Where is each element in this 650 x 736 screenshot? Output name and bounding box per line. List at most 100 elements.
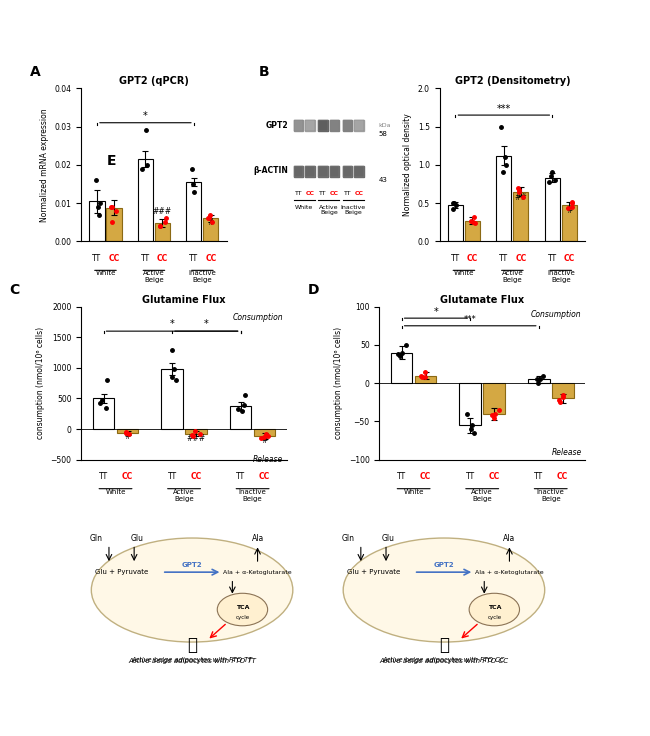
Text: TT: TT	[236, 472, 245, 481]
Text: cycle: cycle	[235, 615, 250, 620]
Circle shape	[469, 593, 519, 626]
Bar	[562, 205, 577, 241]
Text: CC: CC	[190, 472, 202, 481]
Text: CC: CC	[306, 191, 315, 196]
Text: CC: CC	[205, 253, 216, 263]
Bar	[230, 406, 252, 429]
Text: Active beige adipocytes with FTO TT: Active beige adipocytes with FTO TT	[128, 658, 256, 665]
Text: Glu: Glu	[382, 534, 395, 543]
Bar	[294, 166, 304, 177]
Text: Active
Beige: Active Beige	[174, 489, 195, 502]
Text: ###: ###	[153, 207, 172, 216]
Bar	[330, 121, 339, 131]
Text: Active beige adipocytes with FTO CC: Active beige adipocytes with FTO CC	[383, 657, 505, 663]
Text: Active
Beige: Active Beige	[502, 270, 523, 283]
Bar	[330, 166, 339, 177]
Text: E: E	[107, 155, 116, 169]
Text: #: #	[207, 219, 214, 227]
Text: CC: CC	[420, 472, 432, 481]
Bar	[318, 121, 328, 131]
Bar	[343, 121, 352, 131]
Text: 58: 58	[378, 131, 387, 137]
Text: Active
Beige: Active Beige	[143, 270, 164, 283]
Bar	[354, 166, 363, 177]
Text: CC: CC	[564, 253, 575, 263]
Bar	[484, 383, 505, 414]
Text: #: #	[261, 436, 268, 445]
Text: cycle: cycle	[488, 615, 501, 620]
Text: Inactive
Beige: Inactive Beige	[239, 489, 266, 502]
Bar	[415, 375, 436, 383]
Text: C: C	[9, 283, 20, 297]
Text: Active beige adipocytes with FTO CC: Active beige adipocytes with FTO CC	[380, 658, 508, 665]
Text: White: White	[105, 489, 125, 495]
Bar	[203, 219, 218, 241]
Text: TT: TT	[465, 472, 474, 481]
Bar	[306, 121, 315, 131]
Text: CC: CC	[467, 253, 478, 263]
Bar	[294, 121, 304, 131]
Text: Glu: Glu	[130, 534, 143, 543]
Y-axis label: consumption (nmol/10⁶ cells): consumption (nmol/10⁶ cells)	[334, 327, 343, 439]
Text: CC: CC	[109, 253, 120, 263]
Text: Ala: Ala	[252, 534, 264, 543]
Bar	[294, 166, 304, 177]
Bar	[448, 205, 463, 241]
Text: TT: TT	[141, 253, 150, 263]
Text: Inactive
Beige: Inactive Beige	[537, 489, 565, 502]
Text: TT: TT	[319, 191, 327, 196]
Text: GPT2: GPT2	[434, 562, 454, 567]
Text: TT: TT	[451, 253, 460, 263]
Ellipse shape	[343, 538, 545, 642]
Text: Release: Release	[254, 455, 283, 464]
Text: CC: CC	[330, 191, 339, 196]
Text: 43: 43	[378, 177, 387, 183]
Text: Release: Release	[551, 448, 582, 457]
Text: TT: TT	[344, 191, 351, 196]
Text: ###: ###	[187, 434, 205, 442]
Text: Gln: Gln	[342, 534, 355, 543]
Bar	[552, 383, 573, 398]
Title: Glutamate Flux: Glutamate Flux	[440, 294, 525, 305]
Text: TT: TT	[189, 253, 198, 263]
Bar	[391, 353, 413, 383]
Bar	[330, 121, 339, 131]
Text: #: #	[566, 206, 573, 215]
Text: TT: TT	[534, 472, 543, 481]
Bar	[460, 383, 481, 425]
Text: Inactive
Beige: Inactive Beige	[188, 270, 216, 283]
Circle shape	[217, 593, 268, 626]
Bar	[318, 121, 328, 131]
Y-axis label: Normalized optical density: Normalized optical density	[403, 113, 412, 216]
Text: CC: CC	[515, 253, 526, 263]
Bar	[138, 159, 153, 241]
Bar	[343, 121, 352, 131]
Text: TT: TT	[295, 191, 302, 196]
Text: *: *	[143, 111, 148, 121]
Bar	[354, 166, 363, 177]
Bar	[161, 369, 183, 429]
Text: TT: TT	[99, 472, 108, 481]
Bar	[343, 166, 352, 177]
Text: D: D	[307, 283, 319, 297]
Bar	[185, 429, 207, 434]
Text: *: *	[434, 307, 438, 316]
Y-axis label: Normalized mRNA expression: Normalized mRNA expression	[40, 108, 49, 222]
Bar	[318, 166, 328, 177]
Bar	[496, 155, 512, 241]
Text: GPT2: GPT2	[265, 121, 288, 130]
Bar	[254, 429, 276, 436]
Text: CC: CC	[157, 253, 168, 263]
Text: Ala + α-Ketoglutarate: Ala + α-Ketoglutarate	[475, 570, 544, 575]
Y-axis label: consumption (nmol/10⁶ cells): consumption (nmol/10⁶ cells)	[36, 327, 45, 439]
Text: Glu + Pyruvate: Glu + Pyruvate	[95, 569, 148, 575]
Bar	[465, 221, 480, 241]
Text: Inactive
Beige: Inactive Beige	[341, 205, 366, 216]
Text: White: White	[454, 270, 474, 276]
Bar	[354, 121, 363, 131]
Bar	[117, 429, 138, 433]
Text: CC: CC	[122, 472, 133, 481]
Bar	[306, 166, 315, 177]
Text: Inactive
Beige: Inactive Beige	[547, 270, 575, 283]
Bar	[107, 208, 122, 241]
